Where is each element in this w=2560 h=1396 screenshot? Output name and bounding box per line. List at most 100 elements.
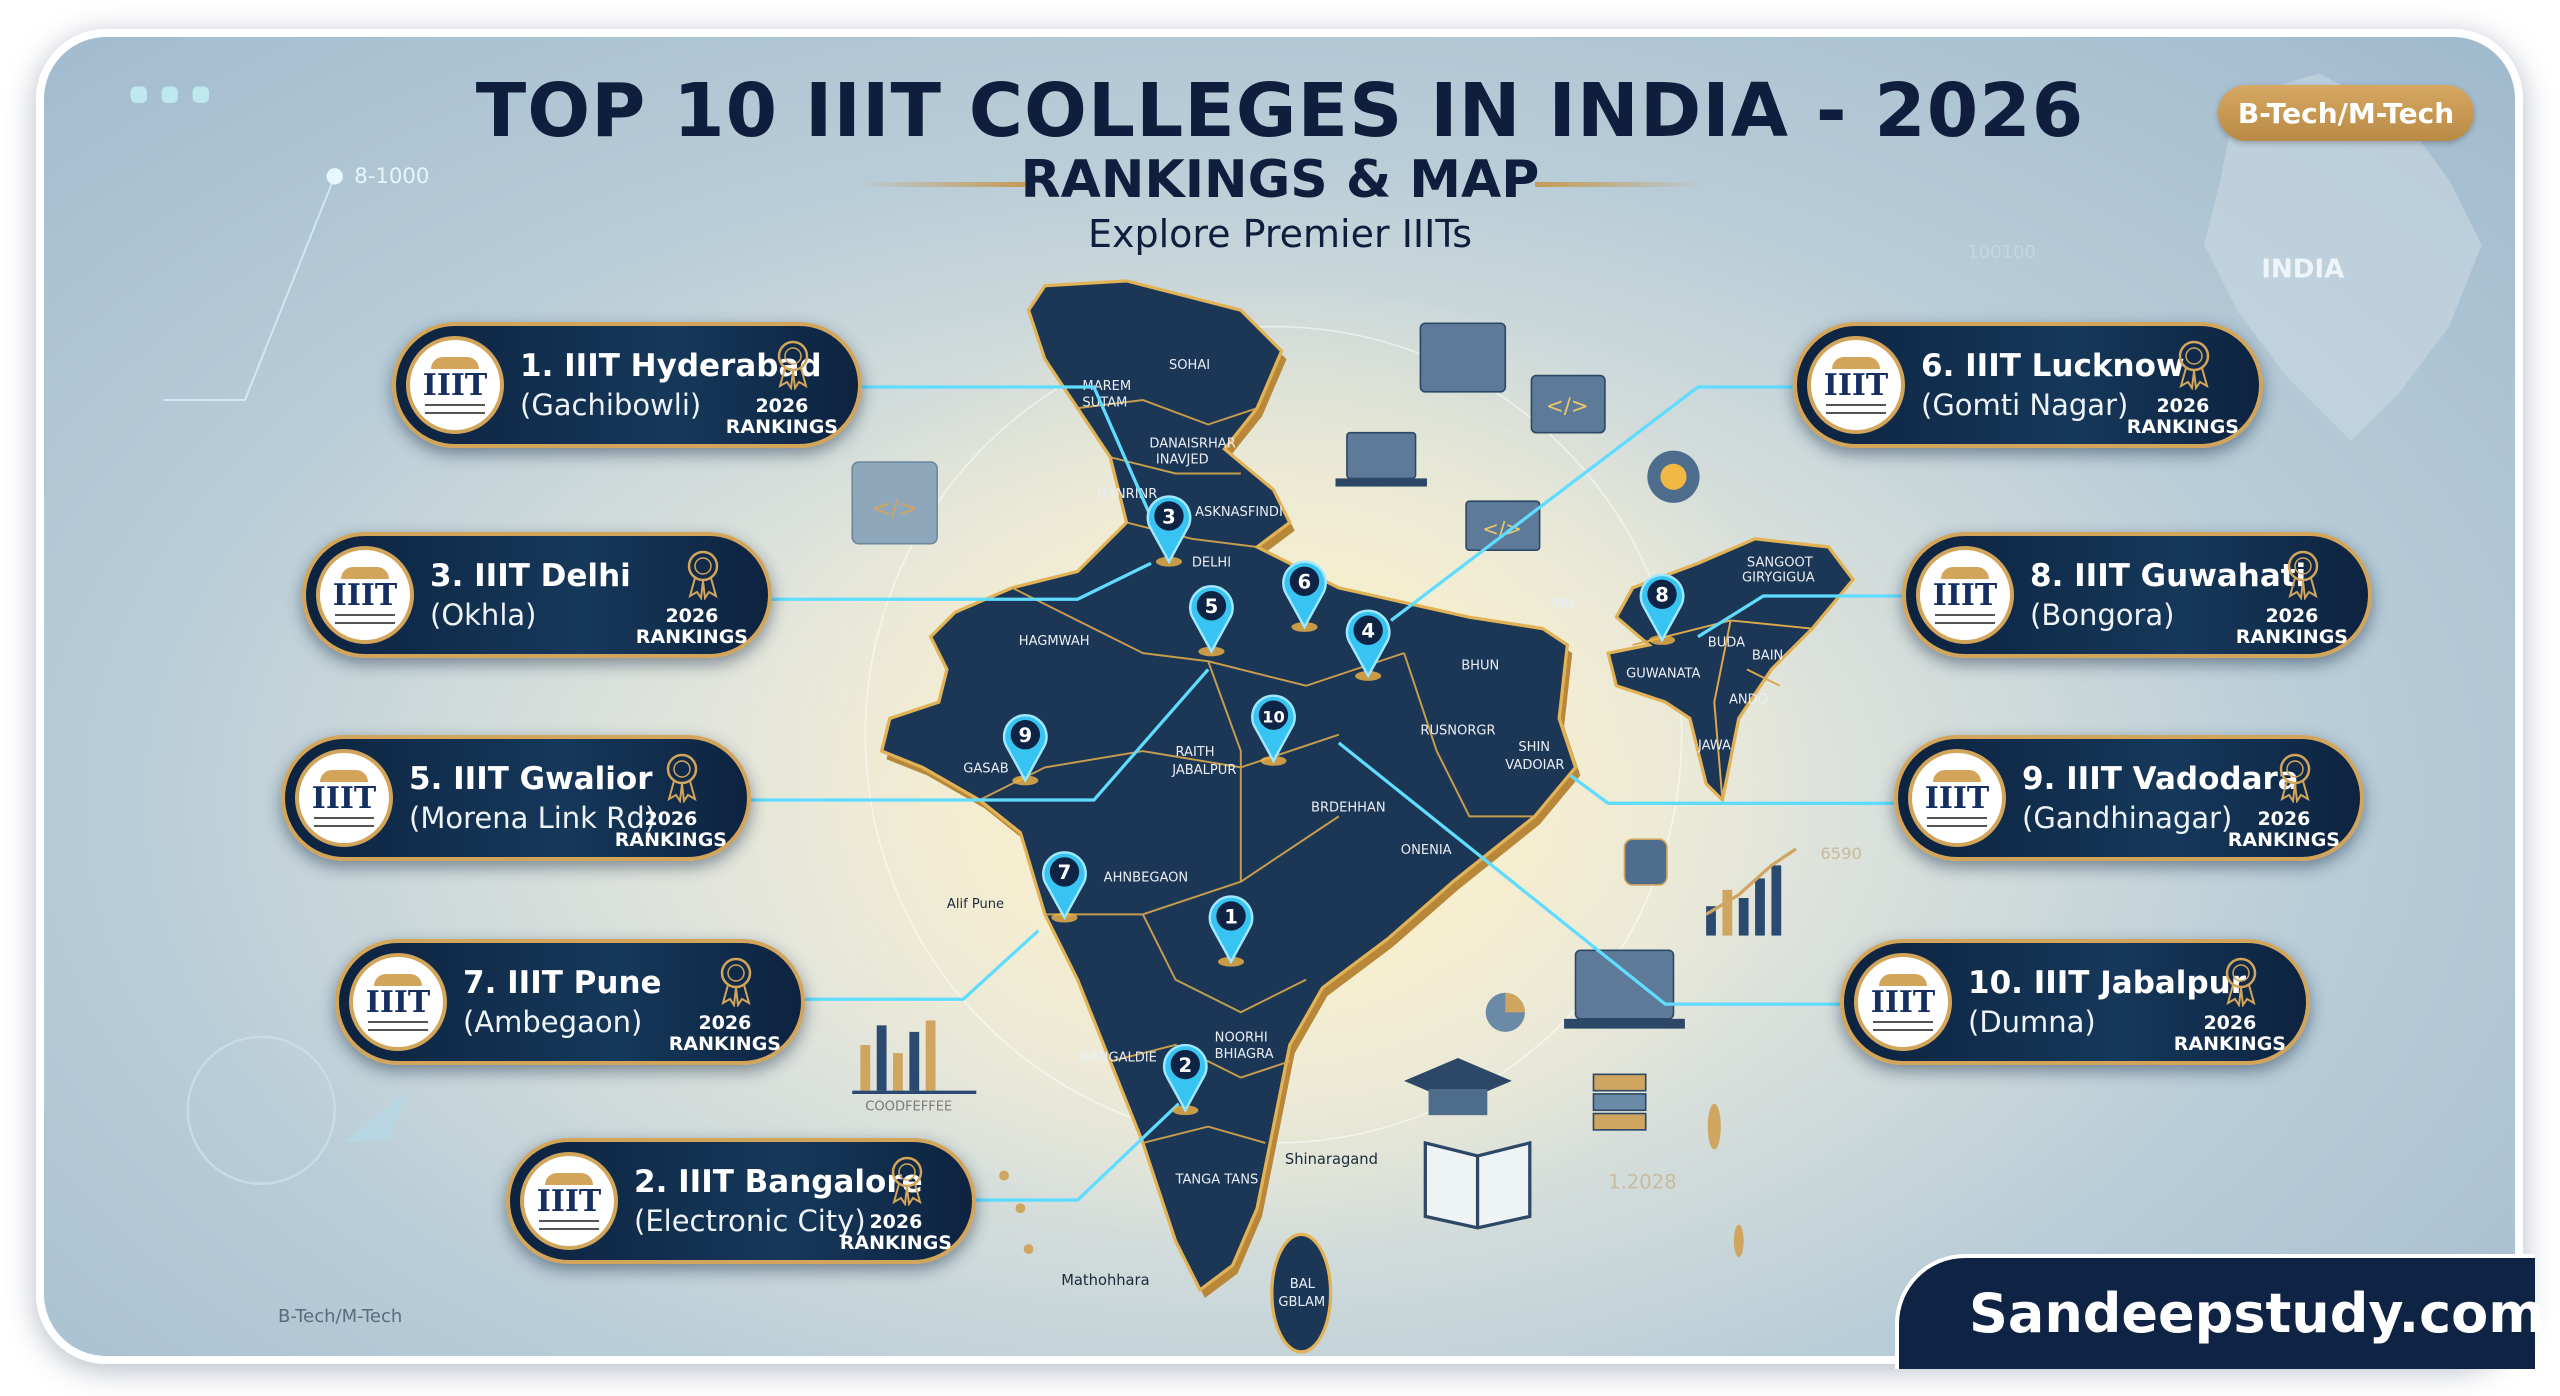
map-label: NOORHI bbox=[1215, 1031, 1268, 1046]
map-label: BHUN bbox=[1461, 658, 1499, 673]
map-label: AHNBEGAON bbox=[1104, 871, 1189, 886]
map-label: RAITH bbox=[1176, 745, 1215, 760]
india-background-silhouette bbox=[2204, 73, 2482, 441]
iiit-logo: IIIT bbox=[406, 336, 504, 434]
decor-dots bbox=[130, 86, 209, 103]
iiit-logo: IIIT bbox=[1854, 953, 1952, 1051]
rankings-label: 2026 RANKINGS bbox=[2227, 808, 2340, 851]
college-location: (Gandhinagar) bbox=[2022, 801, 2233, 835]
college-card[interactable]: IIIT 3. IIIT Delhi (Okhla) 2026 RANKINGS bbox=[302, 532, 772, 658]
college-card[interactable]: IIIT 9. IIIT Vadodara (Gandhinagar) 2026… bbox=[1894, 735, 2364, 861]
laptop-code-icon: </> bbox=[1465, 500, 1541, 552]
title-rule-left bbox=[855, 182, 1025, 187]
map-pin[interactable]: 10 bbox=[1251, 694, 1296, 766]
rankings-label: 2026 RANKINGS bbox=[635, 605, 748, 648]
college-location: (Electronic City) bbox=[634, 1204, 866, 1238]
college-card[interactable]: IIIT 6. IIIT Lucknow (Gomti Nagar) 2026 R… bbox=[1793, 322, 2263, 448]
decor-line bbox=[163, 175, 336, 402]
map-pin[interactable]: 1 bbox=[1208, 895, 1254, 967]
college-name: 10. IIIT Jabalpur bbox=[1968, 965, 2246, 1001]
map-label: SHIN bbox=[1518, 740, 1550, 755]
map-label: INN bbox=[1551, 596, 1574, 611]
site-name[interactable]: Sandeepstudy.com bbox=[1969, 1282, 2545, 1345]
decor-dot bbox=[326, 168, 343, 185]
map-label: TANGA TANS bbox=[1175, 1173, 1259, 1188]
map-pin[interactable]: 2 bbox=[1162, 1043, 1208, 1116]
code-window-icon bbox=[1419, 322, 1507, 393]
college-name: 7. IIIT Pune bbox=[463, 965, 662, 1001]
map-label: BHIAGRA bbox=[1215, 1047, 1274, 1062]
map-pin[interactable]: 3 bbox=[1146, 495, 1192, 567]
laptop-icon bbox=[1335, 431, 1427, 487]
college-location: (Bongora) bbox=[2030, 598, 2175, 632]
map-label: GUWANATA bbox=[1626, 667, 1700, 682]
college-card[interactable]: IIIT 2. IIIT Bangalore (Electronic City)… bbox=[506, 1138, 976, 1264]
arrow-icon bbox=[342, 1090, 409, 1143]
connector-line bbox=[770, 561, 1152, 601]
map-label: HANRINR bbox=[1097, 487, 1157, 502]
pin-number: 6 bbox=[1298, 571, 1312, 594]
degree-badge: B-Tech/M-Tech bbox=[2218, 85, 2474, 141]
book-chart-icon bbox=[2287, 550, 2319, 600]
college-card[interactable]: IIIT 8. IIIT Guwahati (Bongora) 2026 RANK… bbox=[1902, 532, 2372, 658]
islands bbox=[999, 1103, 1744, 1258]
map-label: INDIA bbox=[2261, 255, 2345, 285]
connector-line bbox=[862, 385, 1171, 560]
pin-number: 1 bbox=[1224, 905, 1238, 928]
medal-1-icon bbox=[720, 957, 752, 1007]
college-name: 5. IIIT Gwalior bbox=[409, 761, 653, 797]
rankings-label: 2026 RANKINGS bbox=[2235, 605, 2348, 648]
title-rule-right bbox=[1535, 182, 1705, 187]
map-label: VADOIAR bbox=[1505, 758, 1564, 773]
rankings-label: 2026 RANKINGS bbox=[614, 808, 727, 851]
map-label: RUSNORGR bbox=[1420, 724, 1495, 739]
college-card[interactable]: IIIT 7. IIIT Pune (Ambegaon) 2026 RANKING… bbox=[335, 939, 805, 1065]
book-icon bbox=[666, 753, 698, 803]
college-name: 1. IIIT Hyderabad bbox=[520, 348, 822, 384]
college-card[interactable]: IIIT 10. IIIT Jabalpur (Dumna) 2026 RANKI… bbox=[1840, 939, 2310, 1065]
pin-number: 8 bbox=[1655, 584, 1669, 607]
map-pin[interactable]: 4 bbox=[1345, 609, 1391, 681]
iiit-logo: IIIT bbox=[520, 1152, 618, 1250]
college-card[interactable]: IIIT 1. IIIT Hyderabad (Gachibowli) 2026… bbox=[392, 322, 862, 448]
map-label: JAWA bbox=[1697, 738, 1731, 753]
bottom-left-label: B-Tech/M-Tech bbox=[278, 1306, 403, 1327]
map-label: ANDO bbox=[1729, 693, 1768, 708]
connector-lines bbox=[746, 385, 1903, 1202]
page-subtitle: RANKINGS & MAP bbox=[1020, 150, 1540, 210]
college-name: 6. IIIT Lucknow bbox=[1921, 348, 2185, 384]
map-label: Mathohhara bbox=[1061, 1272, 1149, 1289]
map-label: BRDEHHAN bbox=[1311, 800, 1386, 815]
college-name: 9. IIIT Vadodara bbox=[2022, 761, 2299, 797]
decor-label: 100100 bbox=[1967, 242, 2035, 263]
page-title: TOP 10 IIIT COLLEGES IN INDIA - 2026 bbox=[475, 68, 2085, 154]
pie-chart-icon bbox=[1485, 992, 1525, 1032]
map-pin[interactable]: 9 bbox=[1002, 714, 1048, 786]
map-label: Alif Pune bbox=[947, 897, 1004, 912]
monitor-code-icon: </> bbox=[1530, 374, 1606, 434]
map-label: Shinaragand bbox=[1285, 1151, 1378, 1168]
bar-chart-icon bbox=[852, 1020, 977, 1094]
rankings-label: 2026 RANKINGS bbox=[668, 1012, 781, 1055]
rankings-label: 2026 RANKINGS bbox=[2126, 395, 2239, 438]
college-card[interactable]: IIIT 5. IIIT Gwalior (Morena Link Rd) 20… bbox=[281, 735, 751, 861]
pin-number: 2 bbox=[1178, 1054, 1192, 1077]
rankings-label: 2026 RANKINGS bbox=[839, 1211, 952, 1254]
college-location: (Dumna) bbox=[1968, 1005, 2096, 1039]
college-location: (Ambegaon) bbox=[463, 1005, 643, 1039]
college-location: (Okhla) bbox=[430, 598, 537, 632]
map-pin[interactable]: 7 bbox=[1042, 851, 1087, 923]
map-pin[interactable]: 6 bbox=[1282, 560, 1327, 632]
decor-label: 1.2028 bbox=[1608, 1171, 1677, 1194]
rankings-label: 2026 RANKINGS bbox=[725, 395, 838, 438]
connector-line bbox=[1697, 594, 1903, 639]
map-pin[interactable]: 5 bbox=[1188, 585, 1234, 657]
connector-line bbox=[1337, 741, 1840, 1006]
map-label: DELHI bbox=[1192, 556, 1231, 571]
decor-label: 6590 bbox=[1820, 844, 1862, 863]
laptop-icon bbox=[1564, 949, 1685, 1029]
map-pin[interactable]: 8 bbox=[1639, 573, 1685, 645]
decor-label: 8-1000 bbox=[354, 164, 429, 189]
pin-number: 3 bbox=[1162, 505, 1176, 528]
